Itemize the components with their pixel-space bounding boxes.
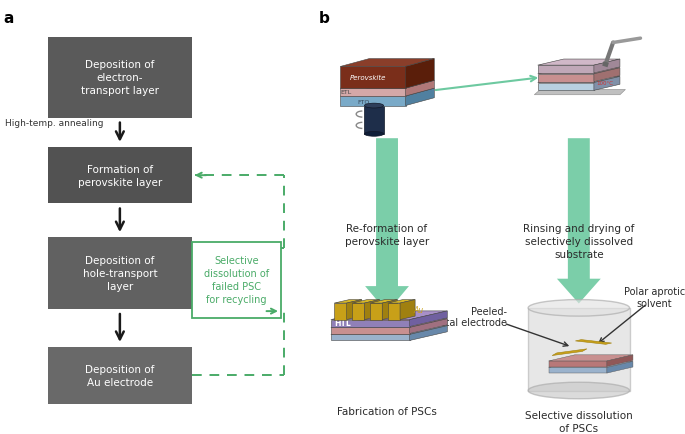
Polygon shape (340, 81, 434, 89)
FancyBboxPatch shape (48, 148, 192, 204)
Text: Polar aprotic
solvent: Polar aprotic solvent (623, 286, 685, 308)
Polygon shape (388, 303, 400, 320)
Polygon shape (334, 300, 362, 303)
Polygon shape (538, 66, 594, 74)
Polygon shape (352, 300, 379, 303)
Polygon shape (406, 59, 434, 89)
Polygon shape (410, 319, 447, 334)
Polygon shape (352, 303, 364, 320)
Polygon shape (340, 89, 406, 97)
Polygon shape (331, 335, 410, 341)
Text: High-temp. annealing: High-temp. annealing (5, 119, 104, 128)
Polygon shape (331, 320, 410, 327)
Polygon shape (400, 300, 415, 320)
Text: Fabrication of PSCs: Fabrication of PSCs (337, 406, 437, 416)
Text: a: a (3, 11, 14, 26)
Polygon shape (406, 89, 434, 106)
FancyBboxPatch shape (48, 238, 192, 309)
Polygon shape (331, 311, 447, 320)
FancyArrow shape (557, 139, 601, 304)
Polygon shape (534, 90, 625, 95)
Polygon shape (538, 77, 620, 83)
Polygon shape (549, 362, 633, 368)
Polygon shape (340, 97, 406, 106)
Polygon shape (594, 60, 620, 74)
Text: Deposition of
hole-transport
layer: Deposition of hole-transport layer (83, 255, 157, 292)
Text: Au: Au (413, 306, 423, 315)
Polygon shape (340, 67, 406, 89)
FancyBboxPatch shape (192, 242, 281, 318)
Polygon shape (406, 81, 434, 97)
Polygon shape (538, 83, 594, 91)
Polygon shape (370, 300, 397, 303)
Ellipse shape (364, 132, 384, 137)
Polygon shape (370, 303, 382, 320)
Text: FTO: FTO (358, 99, 370, 104)
Polygon shape (334, 303, 347, 320)
Text: Deposition of
electron-
transport layer: Deposition of electron- transport layer (81, 60, 159, 96)
Text: Re-formation of
perovskite layer: Re-formation of perovskite layer (345, 224, 429, 246)
Polygon shape (410, 311, 447, 327)
Polygon shape (575, 340, 612, 345)
Polygon shape (552, 349, 587, 356)
Polygon shape (607, 362, 633, 373)
Polygon shape (331, 326, 447, 335)
Polygon shape (388, 300, 415, 303)
Text: Selective dissolution
of PSCs: Selective dissolution of PSCs (525, 410, 633, 433)
Polygon shape (382, 300, 397, 320)
Polygon shape (594, 77, 620, 91)
Text: Peeled-
metal electrode: Peeled- metal electrode (430, 306, 507, 328)
Polygon shape (528, 308, 630, 391)
Polygon shape (594, 69, 620, 82)
FancyArrow shape (365, 139, 409, 312)
Text: b: b (319, 11, 329, 26)
Polygon shape (364, 300, 379, 320)
Polygon shape (340, 89, 434, 97)
Polygon shape (549, 361, 607, 367)
Polygon shape (331, 328, 410, 334)
Text: HTL: HTL (334, 319, 351, 328)
Polygon shape (607, 355, 633, 367)
FancyBboxPatch shape (48, 38, 192, 118)
Text: Rinsing and drying of
selectively dissolved
substrate: Rinsing and drying of selectively dissol… (523, 224, 634, 259)
Polygon shape (410, 326, 447, 341)
Text: Selective
dissolution of
failed PSC
for recycling: Selective dissolution of failed PSC for … (203, 256, 269, 304)
Text: Perovskite: Perovskite (349, 75, 386, 80)
Polygon shape (538, 69, 620, 75)
Ellipse shape (364, 104, 384, 109)
Ellipse shape (528, 382, 630, 399)
Polygon shape (538, 60, 620, 66)
Polygon shape (347, 300, 362, 320)
FancyBboxPatch shape (48, 347, 192, 404)
Text: Deposition of
Au electrode: Deposition of Au electrode (85, 364, 155, 387)
Text: ETL: ETL (340, 90, 351, 95)
Polygon shape (538, 75, 594, 82)
Text: 100°C: 100°C (596, 81, 613, 85)
Polygon shape (549, 355, 633, 361)
Text: Formation of
perovskite layer: Formation of perovskite layer (78, 164, 162, 187)
Polygon shape (549, 368, 607, 373)
Polygon shape (331, 319, 447, 328)
Polygon shape (340, 59, 434, 67)
Ellipse shape (528, 300, 630, 316)
Polygon shape (364, 106, 384, 135)
